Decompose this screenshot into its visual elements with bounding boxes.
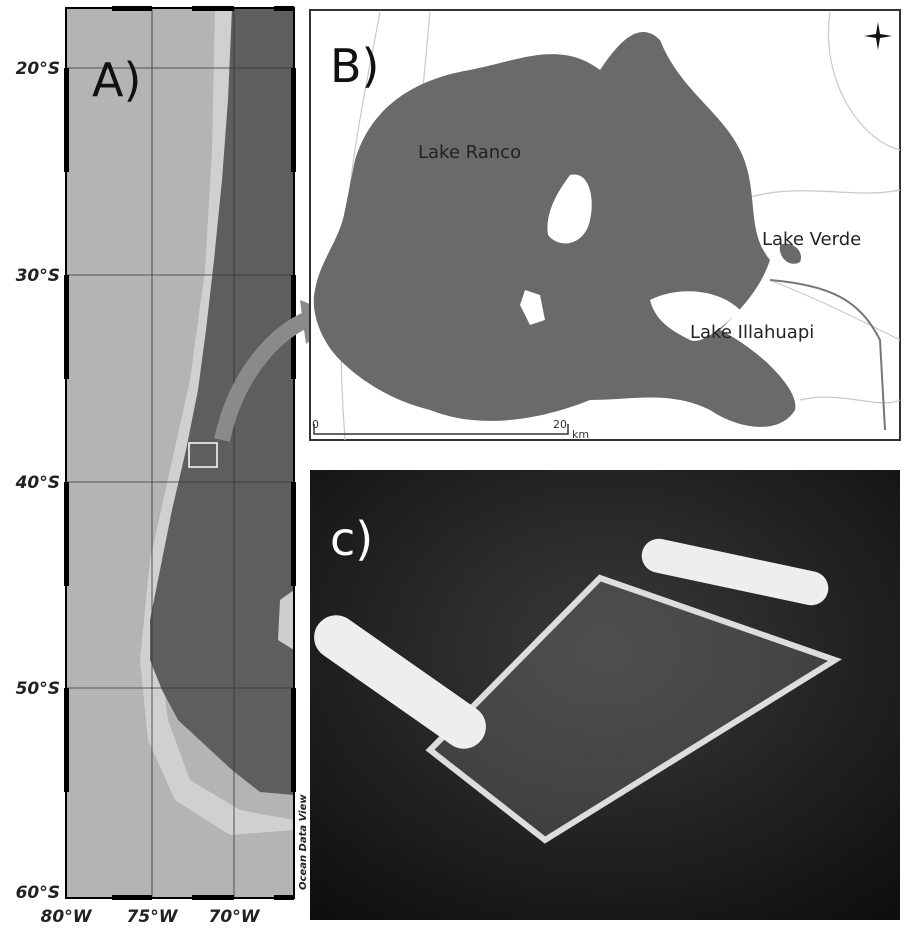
lake-label: Lake Ranco [418,142,521,163]
scale-unit: km [572,428,589,441]
lat-label: 30°S [16,266,60,286]
lon-label: 80°W [41,907,93,927]
lat-label: 40°S [15,473,60,493]
panel-label: A) [92,53,141,107]
lat-label: 20°S [16,59,60,79]
lon-label: 75°W [127,907,179,927]
panel-label: c) [330,512,373,566]
figure: A) 20°S 30°S 40°S 50°S 60°S 80°W 75°W 70… [0,0,904,928]
lake-label: Lake Illahuapi [690,322,814,343]
lon-label: 70°W [209,907,261,927]
credit: Ocean Data View [298,794,309,890]
panel-label: B) [330,39,380,93]
lat-label: 50°S [16,679,60,699]
map-b: B) Lake Ranco Lake Verde Lake Illahuapi … [310,10,900,441]
map-a: A) 20°S 30°S 40°S 50°S 60°S 80°W 75°W 70… [15,6,340,927]
scale-label: 20 [553,418,567,431]
lake-label: Lake Verde [762,229,861,250]
lat-label: 60°S [16,883,60,903]
photo-c: c) [305,470,900,920]
scale-label: 0 [312,418,319,431]
